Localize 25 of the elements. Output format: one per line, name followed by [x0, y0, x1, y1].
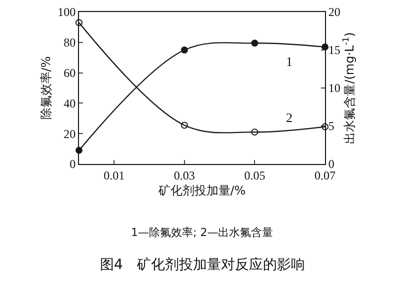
y2-tick-label: 20 [328, 5, 340, 20]
text: 1—除氟效率; 2—出水氟含量 [131, 226, 274, 239]
x-tick-label: 0.03 [174, 168, 195, 182]
y-tick-label: 0 [70, 157, 76, 172]
y-axis-title: 除氟效率/% [38, 56, 53, 120]
series-label: 1 [286, 54, 292, 69]
x-axis-title: 矿化剂投加量/% [157, 183, 246, 198]
point [322, 123, 328, 130]
y-tick-label: 100 [58, 5, 76, 20]
y2-tick-label: 5 [328, 119, 334, 134]
y2-tick-label: 10 [328, 81, 340, 96]
point [251, 40, 258, 47]
point [251, 128, 258, 136]
series-label: 2 [286, 110, 292, 125]
caption: 图4 矿化剂投加量对反应的影响 [100, 257, 305, 273]
x-tick-label: 0.01 [104, 168, 125, 182]
point [180, 46, 188, 54]
y-tick-label: 60 [64, 66, 76, 80]
x-tick-label: 0.05 [244, 168, 266, 182]
point [76, 19, 82, 26]
y2-tick-label: 15 [328, 43, 340, 58]
y-tick-label: 40 [64, 96, 76, 110]
y-tick-label: 20 [64, 126, 76, 141]
y-tick-label: 80 [64, 36, 76, 50]
point [180, 122, 188, 129]
